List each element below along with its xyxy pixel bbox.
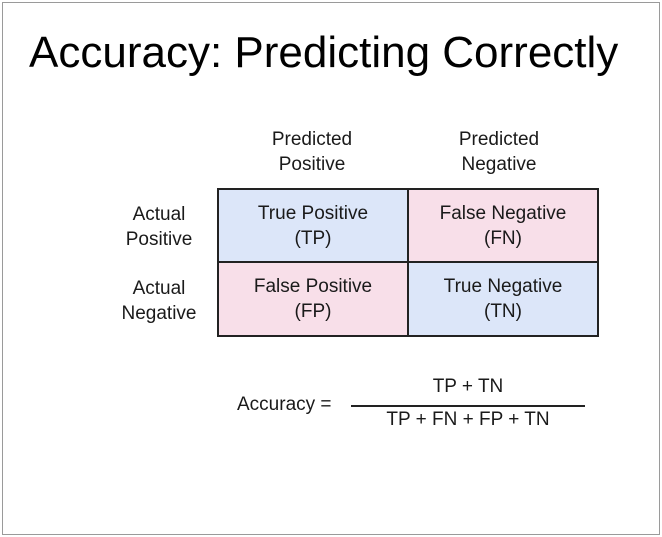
column-header-line-1: Predicted <box>458 129 540 150</box>
column-header-predicted-negative: Predicted Negative <box>425 127 573 177</box>
fraction-bar <box>351 405 585 407</box>
formula-label: Accuracy = <box>237 394 332 415</box>
column-header-line-1: Predicted <box>271 129 353 150</box>
row-header-line-1: Actual <box>132 204 186 225</box>
column-header-line-2: Negative <box>461 154 537 175</box>
cell-abbreviation: (FN) <box>484 227 522 249</box>
cell-true-positive: True Positive (TP) <box>219 190 409 263</box>
cell-name: False Negative <box>439 202 567 224</box>
cell-name: True Positive <box>257 202 369 224</box>
cell-false-negative: False Negative (FN) <box>409 190 597 263</box>
cell-abbreviation: (TP) <box>294 227 332 249</box>
cell-name: False Positive <box>253 276 373 297</box>
column-header-predicted-positive: Predicted Positive <box>241 127 383 177</box>
cell-abbreviation: (TN) <box>484 301 522 322</box>
cell-name: True Negative <box>443 276 563 297</box>
slide-title: Accuracy: Predicting Correctly <box>29 28 619 77</box>
row-header-line-1: Actual <box>132 278 186 299</box>
column-header-line-2: Positive <box>278 154 346 175</box>
row-header-actual-negative: Actual Negative <box>111 276 207 326</box>
cell-false-positive: False Positive (FP) <box>219 263 409 335</box>
formula-numerator: TP + TN <box>432 376 504 397</box>
row-header-actual-positive: Actual Positive <box>111 202 207 252</box>
row-header-line-2: Negative <box>121 303 197 324</box>
row-header-line-2: Positive <box>125 229 193 250</box>
cell-abbreviation: (FP) <box>294 301 332 322</box>
cell-true-negative: True Negative (TN) <box>409 263 597 335</box>
formula-denominator: TP + FN + FP + TN <box>386 409 550 430</box>
confusion-matrix: True Positive (TP) False Negative (FN) F… <box>217 188 599 337</box>
